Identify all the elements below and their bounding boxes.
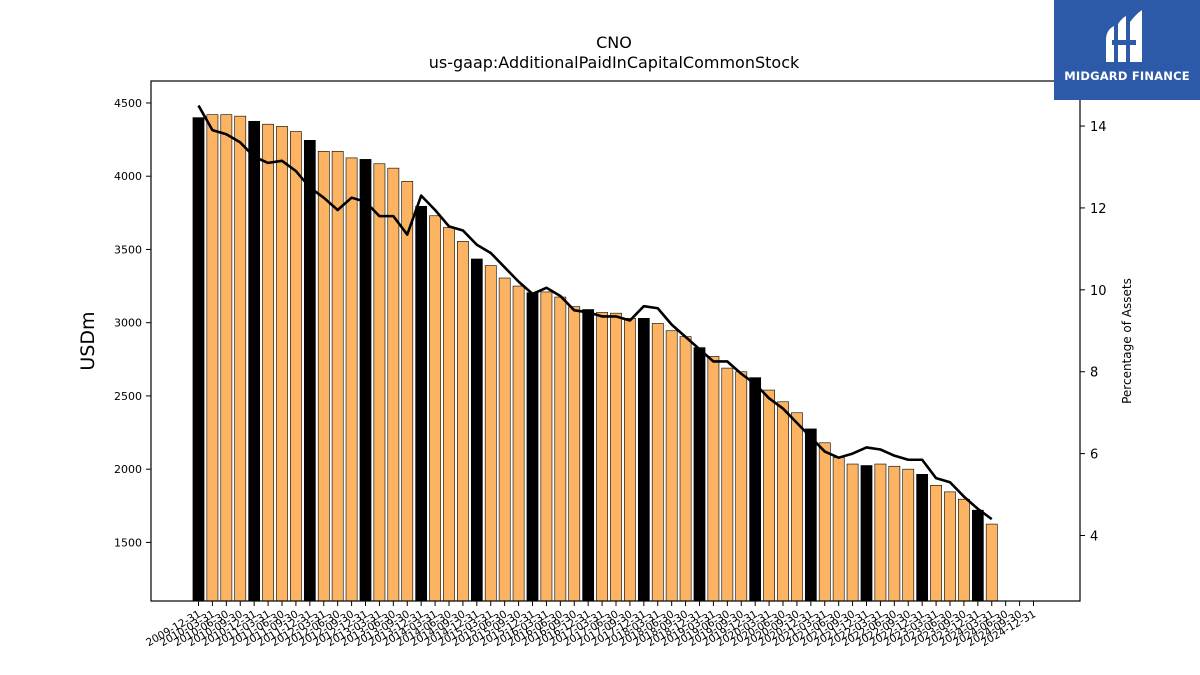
bar-2014-09-30 <box>457 241 469 602</box>
bar-2014-12-31 <box>470 258 483 602</box>
bar-2010-03-31 <box>206 114 219 602</box>
y2-tick-label-4: 4 <box>1090 529 1098 544</box>
bar-2017-12-31 <box>637 317 650 602</box>
bar-2013-09-30 <box>401 181 414 602</box>
bar-2016-12-31 <box>582 309 595 602</box>
y2-tick-label-8: 8 <box>1090 366 1098 381</box>
bar-2023-12-31 <box>971 509 984 602</box>
y-tick-label-2000: 2000 <box>114 463 142 476</box>
bar-2014-06-30 <box>443 227 455 602</box>
bar-2019-09-30 <box>735 371 748 602</box>
bar-2013-12-31 <box>415 205 428 602</box>
y-tick-label-2500: 2500 <box>114 390 142 403</box>
bar-2012-12-31 <box>359 159 372 602</box>
line-series <box>197 104 993 521</box>
logo-text: MIDGARD FINANCE <box>1064 69 1190 83</box>
bar-2017-03-31 <box>596 312 608 602</box>
bar-2020-06-30 <box>777 401 789 602</box>
y-tick-label-4000: 4000 <box>114 170 142 183</box>
bar-2016-06-30 <box>554 296 567 602</box>
bar-2015-12-31 <box>526 292 539 602</box>
y2-tick-label-10: 10 <box>1090 284 1107 299</box>
bar-2019-12-31 <box>749 377 762 602</box>
bar-2021-09-30 <box>846 463 859 602</box>
bar-2018-06-30 <box>665 330 678 602</box>
bar-2018-09-30 <box>679 336 692 602</box>
y2-tick-label-12: 12 <box>1090 202 1107 217</box>
y-axis-label: USDm <box>77 311 99 370</box>
bar-2010-09-30 <box>234 115 247 602</box>
bar-2023-03-31 <box>930 484 942 602</box>
bar-2011-03-31 <box>262 123 274 602</box>
bar-2018-12-31 <box>693 347 706 602</box>
bar-2018-03-31 <box>651 323 664 602</box>
bar-2021-12-31 <box>860 465 873 602</box>
bar-2023-06-30 <box>944 491 956 602</box>
bar-2016-09-30 <box>568 306 581 602</box>
y-tick-label-3500: 3500 <box>114 243 142 256</box>
bar-2016-03-31 <box>540 291 553 602</box>
y2-tick-label-6: 6 <box>1090 448 1098 463</box>
percentage-of-assets-line <box>197 104 993 521</box>
y-axis-left: 1500 2000 2500 3000 3500 4000 4500 <box>114 97 151 549</box>
logo-mark-icon <box>1106 10 1142 62</box>
bar-2012-06-30 <box>331 151 344 602</box>
bar-2020-09-30 <box>791 412 803 602</box>
y-tick-label-4500: 4500 <box>114 97 142 110</box>
bar-2011-12-31 <box>303 140 316 602</box>
bar-2015-03-31 <box>484 265 497 602</box>
bar-2009-12-31 <box>192 117 205 602</box>
y-tick-label-1500: 1500 <box>114 536 142 549</box>
bar-2022-03-31 <box>874 463 887 602</box>
y-axis-right: 4 6 8 10 12 14 <box>1080 120 1107 544</box>
bar-2020-12-31 <box>804 428 817 602</box>
bar-2024-03-31 <box>985 523 998 602</box>
bar-2015-06-30 <box>498 277 511 602</box>
bar-2013-06-30 <box>387 167 400 602</box>
bar-2021-03-31 <box>818 442 831 602</box>
bar-2019-03-31 <box>707 356 720 602</box>
bar-2010-06-30 <box>220 114 233 602</box>
y2-axis-label: Percentage of Assets <box>1120 278 1134 404</box>
bar-2012-09-30 <box>345 157 358 602</box>
bar-2019-06-30 <box>721 367 734 602</box>
bar-2017-06-30 <box>610 312 622 602</box>
chart-subtitle: us-gaap:AdditionalPaidInCapitalCommonSto… <box>429 53 800 72</box>
bar-2021-06-30 <box>832 457 845 602</box>
midgard-finance-logo: MIDGARD FINANCE <box>1054 0 1200 100</box>
y2-tick-label-14: 14 <box>1090 120 1107 135</box>
bar-2022-12-31 <box>916 473 929 602</box>
bar-2015-09-30 <box>512 285 525 602</box>
chart-title: CNO <box>596 33 632 52</box>
bar-2013-03-31 <box>373 163 386 602</box>
y-tick-label-3000: 3000 <box>114 317 142 330</box>
bar-2023-09-30 <box>958 498 970 602</box>
x-axis: 2009-12-312010-03-312010-06-302010-09-30… <box>144 601 1038 649</box>
bar-2011-06-30 <box>276 126 288 602</box>
bar-2017-09-30 <box>624 317 636 602</box>
bar-2020-03-31 <box>763 389 775 602</box>
bar-2012-03-31 <box>317 151 330 602</box>
bar-2014-03-31 <box>429 215 441 602</box>
bar-2010-12-31 <box>248 120 261 602</box>
bar-2022-09-30 <box>902 468 915 602</box>
bar-2022-06-30 <box>888 465 901 602</box>
bar-2011-09-30 <box>290 131 302 602</box>
bar-series <box>192 114 998 602</box>
